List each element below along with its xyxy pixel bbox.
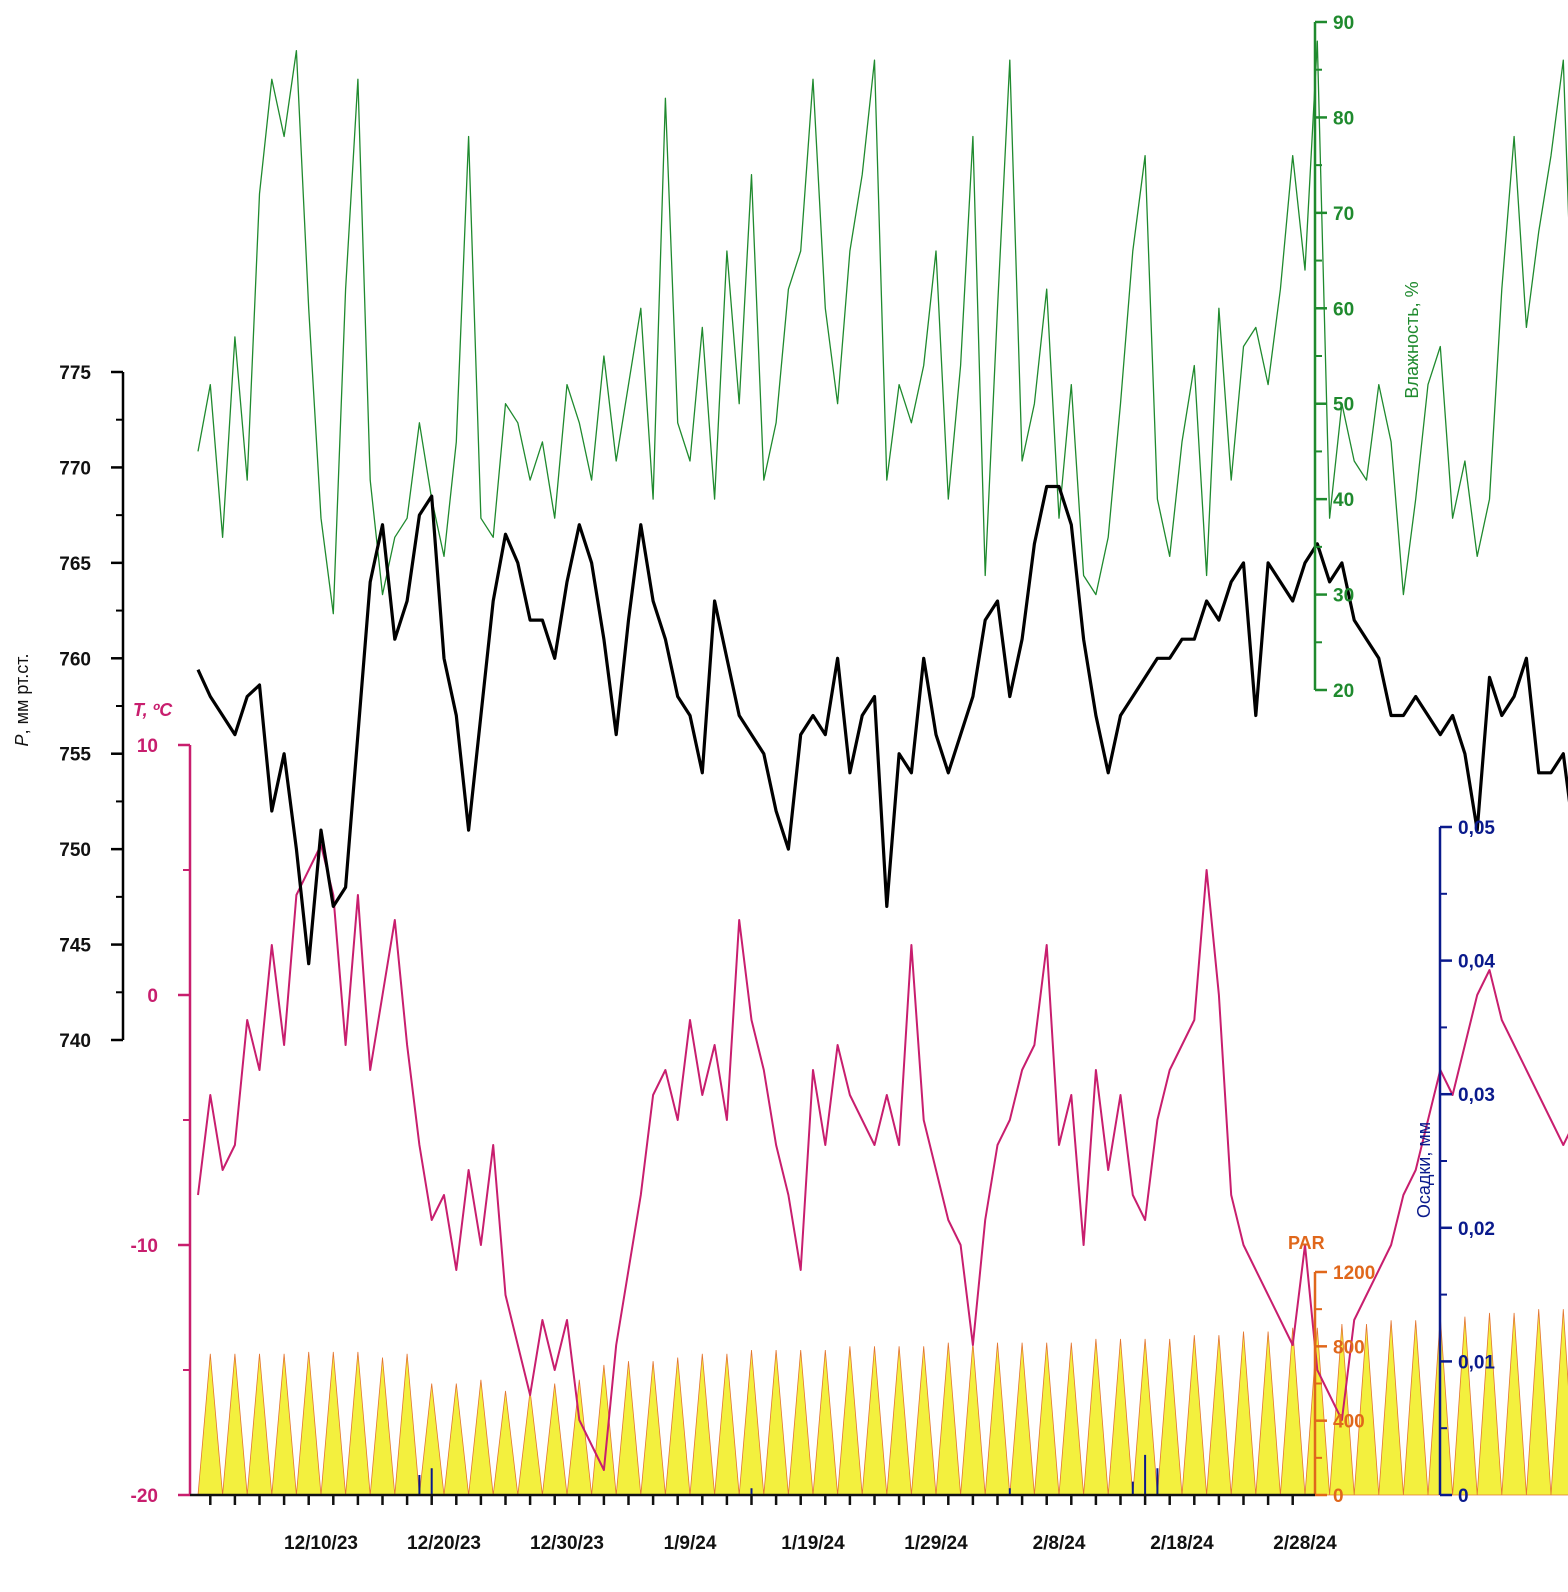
x-tick-label: 2/28/24 <box>1273 1533 1337 1554</box>
humidity-tick-label: 40 <box>1333 490 1354 511</box>
x-tick-label: 2/8/24 <box>1033 1533 1086 1554</box>
x-tick-label: 1/29/24 <box>904 1533 968 1554</box>
par-tick-label: 800 <box>1333 1337 1365 1358</box>
x-tick-label: 12/10/23 <box>284 1533 358 1554</box>
pressure-tick-label: 755 <box>59 745 91 766</box>
par-tick-label: 0 <box>1333 1486 1344 1507</box>
x-tick-label: 12/30/23 <box>530 1533 604 1554</box>
humidity-tick-label: 20 <box>1333 681 1354 702</box>
precipitation-spikes <box>418 1454 1159 1495</box>
humidity-line <box>197 40 1568 615</box>
x-tick-label: 1/9/24 <box>664 1533 717 1554</box>
x-tick-label: 2/18/24 <box>1150 1533 1214 1554</box>
pressure-axis-title: P, мм рт.ст. <box>12 654 32 747</box>
pressure-line <box>196 484 1568 966</box>
x-tick-label: 12/20/23 <box>407 1533 481 1554</box>
x-tick-label: 1/19/24 <box>781 1533 845 1554</box>
temperature-line <box>197 844 1568 1471</box>
par-axis-title: PAR <box>1288 1233 1325 1253</box>
precipitation-tick-label: 0,03 <box>1458 1085 1495 1106</box>
pressure-tick-label: 775 <box>59 363 91 384</box>
precipitation-tick-label: 0,04 <box>1458 952 1495 973</box>
humidity-tick-label: 50 <box>1333 395 1354 416</box>
temperature-tick-label: -10 <box>131 1236 158 1257</box>
humidity-axis-title: Влажность, % <box>1402 281 1422 398</box>
par-area <box>197 1309 1568 1496</box>
humidity-tick-label: 70 <box>1333 204 1354 225</box>
precipitation-axis-title: Осадки, мм <box>1414 1122 1434 1218</box>
humidity-tick-label: 90 <box>1333 13 1354 34</box>
pressure-tick-label: 745 <box>59 936 91 957</box>
humidity-tick-label: 60 <box>1333 299 1354 320</box>
precipitation-tick-label: 0,05 <box>1458 818 1495 839</box>
pressure-tick-label: 760 <box>59 649 91 670</box>
temperature-tick-label: 0 <box>147 986 158 1007</box>
precipitation-tick-label: 0,01 <box>1458 1352 1495 1373</box>
temperature-tick-label: -20 <box>131 1486 158 1507</box>
humidity-tick-label: 30 <box>1333 586 1354 607</box>
par-tick-label: 1200 <box>1333 1263 1375 1284</box>
par-tick-label: 400 <box>1333 1412 1365 1433</box>
temperature-axis-title: T, ºC <box>133 700 173 720</box>
precipitation-tick-label: 0 <box>1458 1486 1469 1507</box>
temperature-tick-label: 10 <box>137 736 158 757</box>
humidity-tick-label: 80 <box>1333 108 1354 129</box>
pressure-tick-label: 740 <box>59 1031 91 1052</box>
pressure-tick-label: 765 <box>59 554 91 575</box>
pressure-tick-label: 770 <box>59 458 91 479</box>
pressure-tick-label: 750 <box>59 840 91 861</box>
precipitation-tick-label: 0,02 <box>1458 1219 1495 1240</box>
